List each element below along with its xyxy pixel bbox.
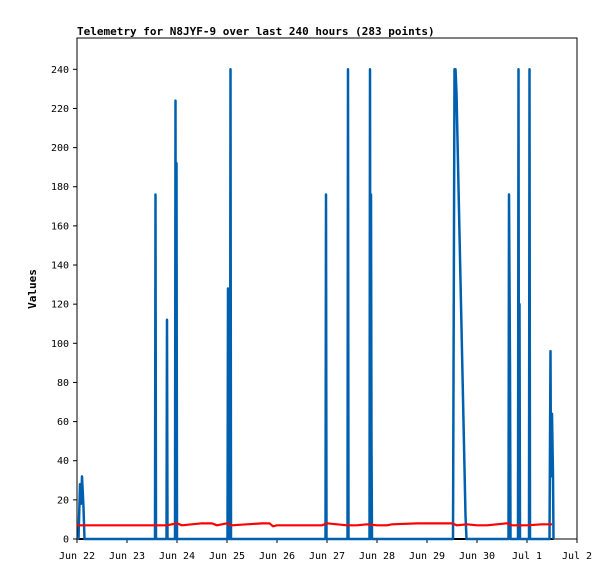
x-tick-label: Jun 25 — [209, 551, 245, 562]
y-tick-label: 0 — [63, 535, 69, 546]
y-tick-label: 60 — [57, 417, 69, 428]
series-0-line — [77, 68, 555, 541]
x-tick-label: Jun 26 — [259, 551, 295, 562]
y-tick-label: 180 — [51, 182, 69, 193]
x-tick-label: Jun 28 — [359, 551, 395, 562]
y-tick-label: 100 — [51, 339, 69, 350]
x-tick-label: Jun 29 — [409, 551, 445, 562]
y-tick-label: 80 — [57, 378, 69, 389]
x-tick-label: Jul 1 — [512, 551, 542, 562]
y-tick-label: 40 — [57, 456, 69, 467]
chart-title: Telemetry for N8JYF-9 over last 240 hour… — [77, 25, 435, 38]
y-tick-label: 160 — [51, 221, 69, 232]
x-tick-label: Jul 2 — [562, 551, 592, 562]
y-tick-label: 140 — [51, 261, 69, 272]
y-tick-label: 120 — [51, 300, 69, 311]
x-axis: Jun 22 Jun 23 Jun 24 Jun 25 Jun 26 Jun 27 Jun … — [59, 539, 592, 562]
y-tick-label: 220 — [51, 104, 69, 115]
y-tick-label: 240 — [51, 65, 69, 76]
y-tick-label: 200 — [51, 143, 69, 154]
x-tick-label: Jun 23 — [109, 551, 145, 562]
y-axis-label: Values — [26, 269, 39, 309]
x-tick-label: Jun 24 — [159, 551, 195, 562]
y-tick-label: 20 — [57, 495, 69, 506]
series-layer — [77, 68, 555, 541]
x-tick-label: Jun 22 — [59, 551, 95, 562]
series-1-line — [77, 522, 552, 528]
y-axis: 0 20 40 60 80 100 120 140 160 180 200 220 240 — [51, 65, 77, 546]
x-tick-label: Jun 30 — [459, 551, 495, 562]
x-tick-label: Jun 27 — [309, 551, 345, 562]
